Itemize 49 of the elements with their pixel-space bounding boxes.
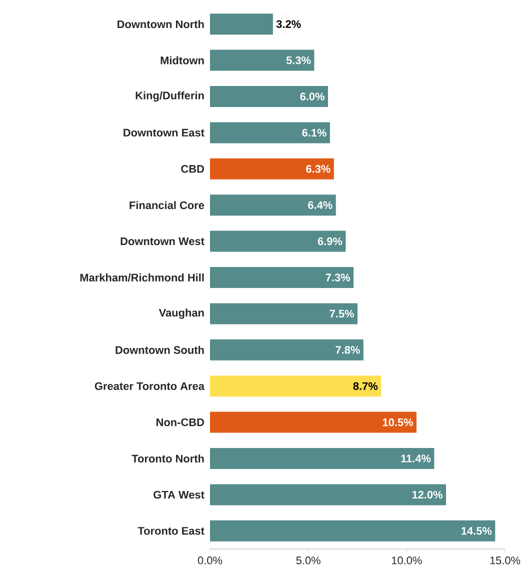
data-label: 14.5% <box>462 527 492 535</box>
y-tick-label: Non-CBD <box>156 418 204 426</box>
data-label: 7.5% <box>330 310 354 318</box>
data-label: 6.4% <box>308 201 332 209</box>
data-label: 11.4% <box>401 454 431 462</box>
data-label: 6.9% <box>318 237 342 246</box>
y-tick-label: CBD <box>181 165 204 173</box>
data-label: 8.7% <box>353 382 378 390</box>
y-tick-label: Vaughan <box>158 308 204 319</box>
x-tick-label: 15.0% <box>490 556 520 564</box>
bar <box>210 230 346 252</box>
y-tick-label: Downtown South <box>116 346 204 354</box>
bar <box>210 158 334 180</box>
data-label: 6.3% <box>306 165 330 173</box>
y-tick-label: GTA West <box>154 490 204 499</box>
y-tick-label: Downtown West <box>120 237 204 246</box>
data-label: 7.3% <box>326 274 350 282</box>
bar <box>210 194 336 216</box>
y-tick-label: Toronto North <box>132 454 204 463</box>
y-tick-label: Downtown North <box>118 20 204 28</box>
bar <box>210 267 354 288</box>
bar <box>210 86 328 107</box>
bar <box>210 448 434 470</box>
bar <box>210 303 358 324</box>
x-tick-label: 0.0% <box>198 556 222 564</box>
data-label: 6.0% <box>300 92 325 100</box>
x-tick-label: 10.0% <box>392 556 422 564</box>
data-label: 5.3% <box>286 56 311 64</box>
y-tick-label: Financial Core <box>130 201 204 210</box>
data-label: 10.5% <box>382 418 414 426</box>
y-tick-label: Downtown East <box>124 128 204 137</box>
bar <box>210 412 417 433</box>
bar <box>210 520 496 542</box>
data-label: 3.2% <box>276 20 301 28</box>
bar <box>210 50 314 71</box>
bar <box>210 122 330 144</box>
bar <box>210 14 273 35</box>
y-tick-label: Greater Toronto Area <box>94 382 205 390</box>
y-tick-label: Markham/Richmond Hill <box>80 273 204 282</box>
x-tick-label: 5.0% <box>296 556 320 564</box>
y-tick-label: Midtown <box>160 56 204 64</box>
data-label: 6.1% <box>302 128 326 137</box>
bar <box>210 376 382 397</box>
bar <box>210 339 364 360</box>
data-label: 7.8% <box>336 346 360 354</box>
data-label: 12.0% <box>412 490 443 499</box>
y-tick-label: Toronto East <box>138 527 204 535</box>
bar <box>210 484 446 506</box>
y-tick-label: King/Dufferin <box>136 91 204 102</box>
